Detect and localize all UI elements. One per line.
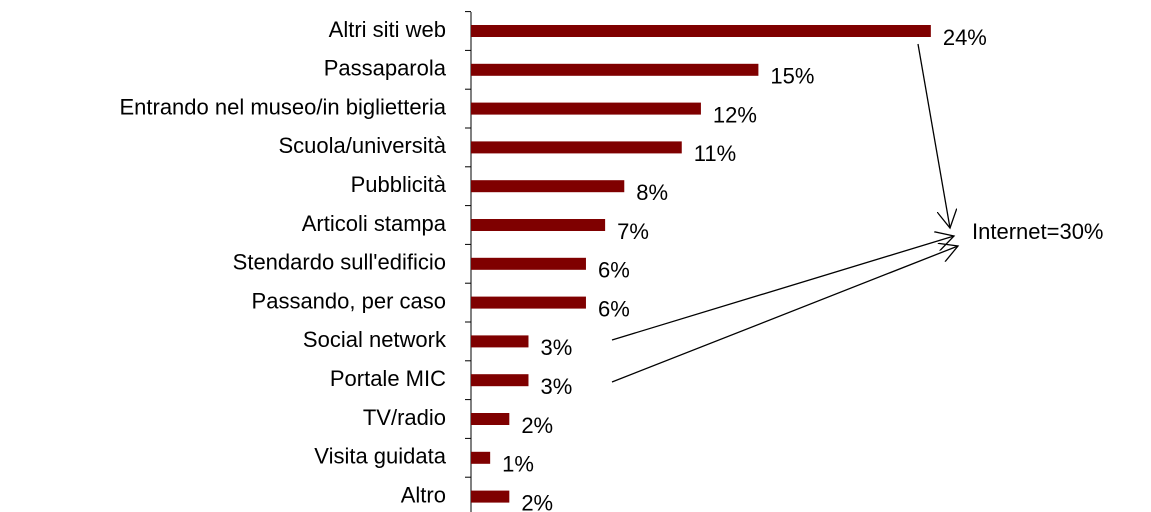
category-label: Articoli stampa [302, 211, 447, 236]
bar [471, 219, 606, 231]
category-label: Entrando nel museo/in biglietteria [119, 94, 446, 119]
bar [471, 335, 529, 348]
value-label: 24% [943, 25, 987, 50]
category-label: Portale MIC [330, 366, 446, 391]
bar [471, 374, 529, 387]
category-label: Altro [401, 482, 446, 507]
category-label: Altri siti web [329, 17, 446, 42]
value-label: 3% [540, 335, 572, 360]
value-label: 3% [540, 374, 572, 399]
value-label: 2% [521, 413, 553, 438]
arrows [611, 43, 958, 383]
category-label: Passando, per caso [252, 288, 446, 313]
bar [471, 451, 491, 464]
value-label: 6% [598, 296, 630, 321]
arrow [611, 246, 958, 383]
bar [471, 296, 586, 309]
value-label: 12% [713, 102, 757, 127]
bar [471, 413, 510, 425]
category-label: Pubblicità [351, 172, 447, 197]
arrow [611, 236, 954, 341]
bar [471, 180, 625, 193]
bar [471, 490, 510, 503]
arrow [917, 43, 950, 228]
category-label: Passaparola [324, 56, 447, 81]
value-label: 6% [598, 258, 630, 283]
bar [471, 257, 586, 270]
annotation: Internet=30% [972, 219, 1103, 244]
bar [471, 141, 682, 154]
value-label: 2% [521, 490, 553, 512]
category-label: Social network [303, 327, 447, 352]
category-label: TV/radio [363, 405, 446, 430]
category-label: Scuola/università [278, 133, 446, 158]
bar [471, 25, 931, 37]
value-label: 7% [617, 219, 649, 244]
category-label: Visita guidata [314, 444, 446, 469]
value-label: 1% [502, 452, 534, 477]
value-label: 11% [694, 141, 736, 166]
value-label: 8% [636, 180, 668, 205]
category-label: Stendardo sull'edificio [233, 250, 446, 275]
value-label: 15% [770, 64, 814, 89]
bar [471, 102, 701, 115]
bar [471, 63, 759, 76]
